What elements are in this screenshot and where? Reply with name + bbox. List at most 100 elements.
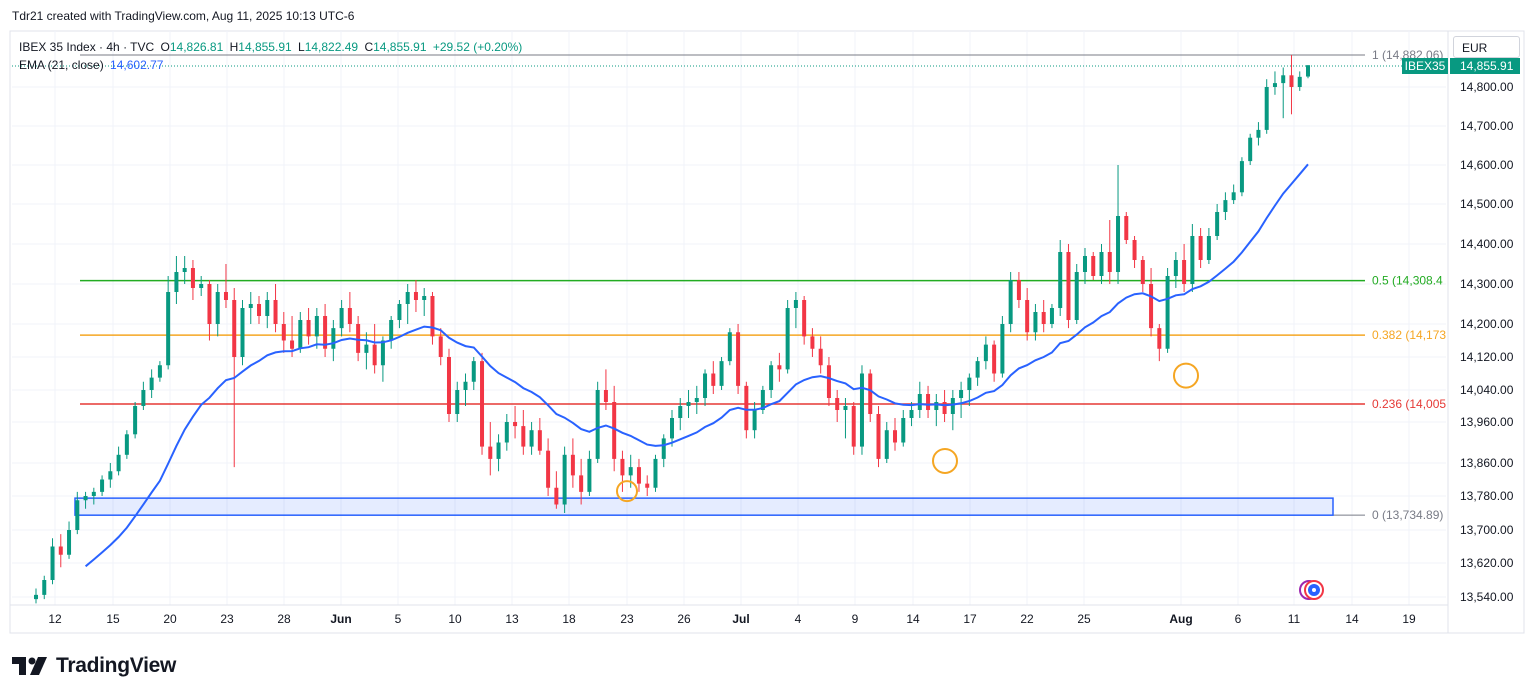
fibonacci-retracement[interactable]: 1 (14,882.06)0.5 (14,308.40.382 (14,1730… <box>80 48 1446 522</box>
candle <box>174 256 179 304</box>
candle <box>1008 272 1013 333</box>
candle <box>75 491 80 535</box>
candle-body <box>950 398 955 414</box>
candle <box>1091 252 1096 280</box>
tradingview-logo-icon <box>12 657 47 675</box>
time-tick-label: Jul <box>732 612 749 626</box>
candle-body <box>595 390 600 459</box>
candle-body <box>1306 65 1310 77</box>
candle <box>273 284 278 333</box>
price-tick-label: 14,500.00 <box>1460 197 1514 211</box>
candle-body <box>273 300 278 324</box>
candle-body <box>909 410 914 418</box>
tradingview-logo[interactable]: TradingView <box>12 654 176 678</box>
candle-body <box>1116 216 1121 272</box>
symbol-tag-bg <box>1402 58 1448 74</box>
candle <box>529 422 534 455</box>
candle <box>480 352 485 455</box>
high-label: H <box>229 40 239 54</box>
candle <box>876 406 881 468</box>
candle-body <box>223 292 228 300</box>
candle-body <box>405 292 410 304</box>
candle-body <box>248 304 253 308</box>
time-tick-label: 14 <box>906 612 920 626</box>
time-tick-label: 4 <box>795 612 802 626</box>
candle <box>1297 71 1302 91</box>
chart-frame <box>9 30 1525 634</box>
time-tick-label: 18 <box>562 612 576 626</box>
candle-body <box>636 467 641 484</box>
candle <box>843 398 848 439</box>
candle <box>83 491 88 509</box>
candle-body <box>75 500 80 530</box>
price-axis[interactable]: 14,800.00 14,700.00 14,600.00 14,500.00 14,4… <box>1460 80 1514 604</box>
candle <box>711 361 716 394</box>
candle <box>1074 264 1079 324</box>
candle <box>959 381 964 418</box>
instrument-name[interactable]: IBEX 35 Index · 4h · TVC <box>19 40 155 54</box>
candle-body <box>1149 284 1154 329</box>
candle-body <box>50 546 55 580</box>
candle <box>339 300 344 337</box>
highlight-circles[interactable] <box>616 362 1199 503</box>
candle-body <box>529 430 534 447</box>
candle-body <box>232 300 237 357</box>
candle <box>752 402 757 439</box>
candle-body <box>876 414 881 459</box>
candle-body <box>587 458 592 492</box>
time-tick-label: 6 <box>1235 612 1242 626</box>
candle <box>950 390 955 431</box>
time-tick-label: 17 <box>963 612 977 626</box>
candle-body <box>537 430 542 451</box>
candle-body <box>372 344 377 366</box>
highlight-circle <box>1173 362 1199 389</box>
candle <box>785 300 790 374</box>
candle <box>1107 220 1112 284</box>
price-tick-label: 14,800.00 <box>1460 80 1514 94</box>
time-tick-label: 13 <box>505 612 519 626</box>
candle-body <box>818 348 823 366</box>
price-tick-label: 14,600.00 <box>1460 158 1514 172</box>
last-price-tag-bg <box>1450 58 1520 74</box>
candle <box>1289 55 1294 115</box>
candle <box>546 438 551 496</box>
candle-body <box>471 361 476 382</box>
candle-body <box>314 316 319 337</box>
candle-body <box>711 373 716 386</box>
candle <box>380 336 385 382</box>
support-zone[interactable] <box>74 497 1334 516</box>
candle <box>1099 244 1104 284</box>
candle <box>777 352 782 382</box>
candle <box>595 381 600 463</box>
price-tick-label: 13,780.00 <box>1460 489 1514 503</box>
time-axis[interactable]: 12 15 20 23 28 Jun 5 10 13 18 23 26 Jul 4 9 14 17 22 25 Aug… <box>10 604 1448 626</box>
candle-body <box>504 422 509 443</box>
candle-body <box>992 344 997 374</box>
events-icon[interactable] <box>1299 580 1324 600</box>
candle-body <box>603 390 608 402</box>
currency-selector[interactable]: EUR <box>1453 36 1520 58</box>
candle-body <box>1190 236 1195 284</box>
candle-body <box>1264 87 1269 130</box>
candle <box>703 369 708 406</box>
time-tick-label: 25 <box>1077 612 1091 626</box>
candle-body <box>83 496 88 501</box>
candle <box>570 438 575 488</box>
candle-body <box>546 450 551 488</box>
candle <box>1124 212 1129 244</box>
candle <box>215 284 220 337</box>
open-label: O <box>160 40 170 54</box>
candle <box>314 308 319 349</box>
candle <box>397 300 402 329</box>
candle <box>736 324 741 394</box>
low-label: L <box>298 40 305 54</box>
candle <box>281 312 286 353</box>
candle-body <box>496 442 501 459</box>
candle-body <box>570 454 575 476</box>
candle-body <box>835 398 840 410</box>
candle-body <box>1157 328 1162 349</box>
ema-label[interactable]: EMA (21, close) <box>19 58 104 72</box>
candle <box>1140 256 1145 292</box>
price-tick-label: 14,400.00 <box>1460 237 1514 251</box>
